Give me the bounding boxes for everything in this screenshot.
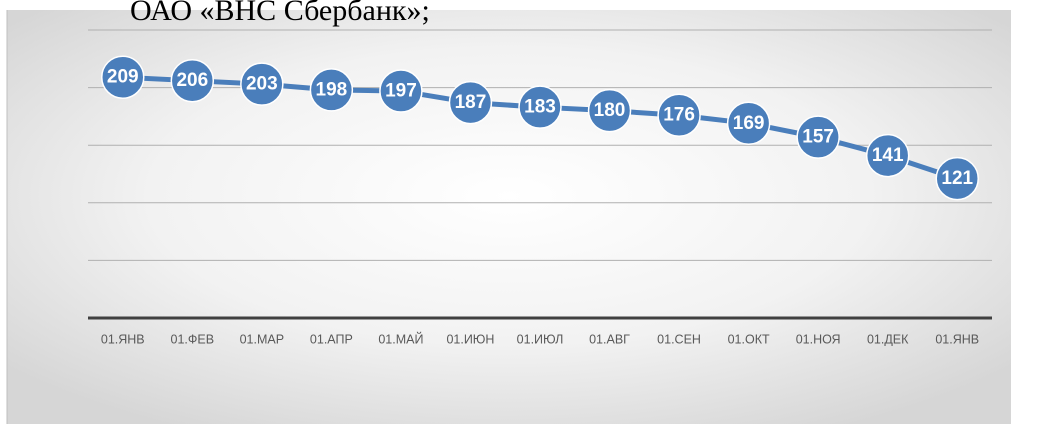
x-tick-label: 01.АПР xyxy=(310,332,353,346)
x-tick-label: 01.НОЯ xyxy=(796,332,841,346)
data-point xyxy=(935,156,979,201)
data-point xyxy=(865,133,910,178)
x-tick-label: 01.ДЕК xyxy=(867,332,909,346)
data-label: 197 xyxy=(385,81,417,102)
data-label: 121 xyxy=(941,168,973,189)
data-point xyxy=(657,93,701,137)
data-point xyxy=(240,62,284,106)
data-label: 176 xyxy=(663,105,695,126)
data-point xyxy=(587,88,632,133)
chart-background xyxy=(7,10,1011,424)
x-tick-label: 01.ФЕВ xyxy=(171,332,215,346)
x-tick-label: 01.АВГ xyxy=(589,332,630,346)
data-point xyxy=(796,115,840,159)
x-tick-label: 01.МАР xyxy=(240,332,284,346)
x-tick-label: 01.ЯНВ xyxy=(101,332,145,346)
data-label: 169 xyxy=(733,113,765,134)
x-tick-label: 01.ИЮН xyxy=(446,332,494,346)
data-label: 180 xyxy=(594,100,626,121)
data-label: 183 xyxy=(524,97,556,118)
data-label: 203 xyxy=(246,74,278,95)
data-point xyxy=(726,101,771,146)
data-label: 141 xyxy=(872,145,904,166)
data-label: 206 xyxy=(176,70,208,91)
x-tick-label: 01.СЕН xyxy=(657,332,701,346)
x-tick-label: 01.ОКТ xyxy=(728,332,770,346)
x-tick-label: 01.ИЮЛ xyxy=(517,332,564,346)
header-text: ОАО «ВНС Сбербанк»; xyxy=(130,0,430,27)
data-point xyxy=(379,69,423,113)
data-point xyxy=(170,58,215,103)
data-point xyxy=(448,80,493,125)
data-point xyxy=(101,55,145,99)
x-tick-label: 01.ЯНВ xyxy=(935,332,979,346)
data-label: 198 xyxy=(316,79,348,100)
data-label: 209 xyxy=(107,67,139,88)
x-tick-label: 01.МАЙ xyxy=(378,331,423,346)
data-point xyxy=(518,85,562,129)
data-label: 187 xyxy=(455,92,487,113)
data-label: 157 xyxy=(802,127,834,148)
data-point xyxy=(309,68,354,112)
